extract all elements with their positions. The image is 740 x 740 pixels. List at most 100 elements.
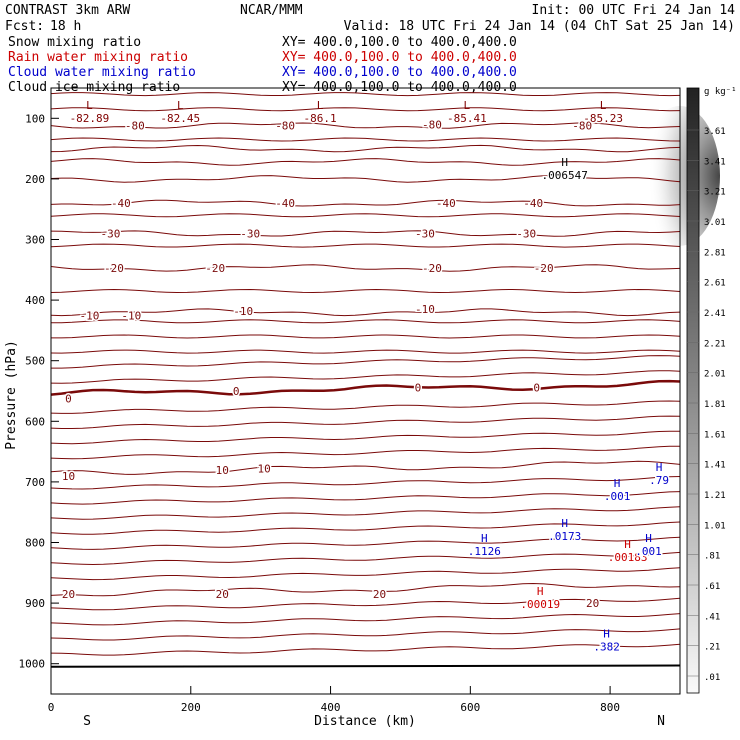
x-end-label-north: N bbox=[657, 714, 665, 729]
extremum-marker: H bbox=[603, 628, 610, 641]
extremum-value: -82.45 bbox=[160, 112, 200, 125]
field-name-1: Rain water mixing ratio bbox=[8, 50, 188, 65]
colorbar-label: 2.21 bbox=[704, 339, 726, 349]
colorbar-label: 2.61 bbox=[704, 279, 726, 289]
isotherm-label: -20 bbox=[205, 262, 225, 275]
isotherm-minor bbox=[51, 355, 681, 369]
extremum-marker: L bbox=[177, 99, 184, 112]
field-xy-0: XY= 400.0,100.0 to 400.0,400.0 bbox=[282, 35, 517, 50]
center-title: NCAR/MMM bbox=[240, 3, 303, 18]
extremum-value: .001 bbox=[635, 545, 662, 558]
isotherm-label: -30 bbox=[240, 227, 260, 240]
isotherm-m30 bbox=[50, 230, 681, 237]
isotherm-minor bbox=[50, 319, 681, 324]
colorbar-label: 3.21 bbox=[704, 188, 726, 198]
isotherm-label: -80 bbox=[422, 118, 442, 131]
isotherm-minor bbox=[50, 288, 681, 294]
isotherm-minor bbox=[50, 597, 681, 611]
isotherm-minor bbox=[50, 430, 680, 445]
isotherm-minor bbox=[50, 628, 681, 641]
y-axis-title: Pressure (hPa) bbox=[4, 340, 19, 450]
isotherm-minor bbox=[50, 415, 681, 429]
extremum-h: H.006547 bbox=[540, 156, 589, 184]
isotherm-minor bbox=[50, 476, 681, 490]
isotherm-label: -10 bbox=[233, 305, 253, 318]
isotherm-minor bbox=[50, 613, 681, 626]
field-xy-1: XY= 400.0,100.0 to 400.0,400.0 bbox=[282, 50, 517, 65]
extremum-value: -85.41 bbox=[447, 112, 487, 125]
surface-line bbox=[50, 664, 681, 668]
colorbar-label: 1.21 bbox=[704, 491, 726, 501]
isotherm-minor bbox=[50, 243, 681, 248]
isotherm-minor bbox=[51, 334, 681, 339]
isotherm-label: -30 bbox=[415, 227, 435, 240]
isotherm-0 bbox=[50, 379, 681, 396]
isotherm-minor bbox=[50, 506, 681, 520]
y-tick-label: 600 bbox=[25, 415, 45, 428]
extremum-h: H.0173 bbox=[547, 517, 583, 545]
isotherm-label: 0 bbox=[415, 381, 422, 394]
isotherm-m80 bbox=[50, 122, 681, 129]
isotherm-label: -20 bbox=[104, 262, 124, 275]
extremum-value: -82.89 bbox=[70, 112, 110, 125]
extremum-l: L-82.45 bbox=[159, 99, 202, 127]
y-tick-label: 800 bbox=[25, 537, 45, 550]
isotherm-label: -30 bbox=[516, 227, 536, 240]
isotherm-label: 10 bbox=[62, 470, 75, 483]
isotherm-m40 bbox=[50, 199, 681, 207]
extremum-marker: H bbox=[561, 517, 568, 530]
extremum-marker: H bbox=[614, 477, 621, 490]
extremum-marker: H bbox=[561, 156, 568, 169]
y-tick-label: 200 bbox=[25, 173, 45, 186]
colorbar-label: .61 bbox=[704, 582, 720, 592]
isotherm-minor bbox=[50, 643, 681, 656]
colorbar-label: 1.01 bbox=[704, 521, 726, 531]
field-name-3: Cloud ice mixing ratio bbox=[8, 80, 180, 95]
extremum-h: H.1126 bbox=[466, 532, 502, 560]
isotherm-m10 bbox=[50, 308, 681, 317]
isotherm-m20 bbox=[50, 264, 681, 272]
isotherm-label: -40 bbox=[111, 197, 131, 210]
isotherm-label: -40 bbox=[275, 197, 295, 210]
isotherm-minor bbox=[50, 137, 681, 142]
isotherm-label: -40 bbox=[436, 197, 456, 210]
extremum-value: .00019 bbox=[520, 598, 560, 611]
y-tick-label: 400 bbox=[25, 294, 45, 307]
fcst-label: Fcst: bbox=[5, 19, 44, 34]
fcst-value: 18 h bbox=[50, 19, 81, 34]
extremum-h: H.00183 bbox=[606, 538, 649, 566]
colorbar-ramp bbox=[686, 87, 700, 694]
isotherm-minor bbox=[50, 370, 681, 384]
isotherm-label: 20 bbox=[586, 597, 599, 610]
isotherm-label: 0 bbox=[533, 381, 540, 394]
isotherm-label: -20 bbox=[534, 262, 554, 275]
isotherm-20 bbox=[50, 582, 681, 597]
colorbar-label: 2.41 bbox=[704, 309, 726, 319]
valid-time: Valid: 18 UTC Fri 24 Jan 14 (04 ChT Sat … bbox=[344, 19, 735, 34]
isotherm-minor bbox=[50, 536, 681, 550]
extremum-l: L-86.1 bbox=[302, 99, 338, 127]
axes: 0 200 400 600 800100200300400500600700800900… bbox=[19, 87, 681, 714]
model-title: CONTRAST 3km ARW bbox=[5, 3, 130, 18]
colorbar-label: .81 bbox=[704, 552, 720, 562]
isotherm-label: 20 bbox=[216, 588, 229, 601]
extremum-h: H.00019 bbox=[519, 585, 562, 613]
colorbar-label: .41 bbox=[704, 612, 720, 622]
isotherm-label: -10 bbox=[415, 303, 435, 316]
x-end-label-south: S bbox=[83, 714, 91, 729]
plot-area: -80 -80 -80 -80 -40 -40 -40 -40 -30 -30 -30 -30 -20 -… bbox=[50, 92, 720, 668]
isotherm-label: -10 bbox=[121, 309, 141, 322]
extremum-h: H.79 bbox=[648, 461, 671, 489]
isotherm-label: -80 bbox=[572, 120, 592, 133]
isotherm-minor bbox=[50, 349, 681, 354]
extremum-h: H.001 bbox=[634, 532, 664, 560]
extremum-h: H.382 bbox=[592, 628, 622, 656]
extremum-value: .001 bbox=[604, 490, 631, 503]
isotherm-minor bbox=[50, 491, 681, 505]
colorbar-label: 3.01 bbox=[704, 218, 726, 228]
x-axis-title: Distance (km) bbox=[314, 714, 416, 729]
extremum-marker: H bbox=[481, 532, 488, 545]
y-tick-label: 300 bbox=[25, 234, 45, 247]
extremum-value: .006547 bbox=[542, 169, 588, 182]
